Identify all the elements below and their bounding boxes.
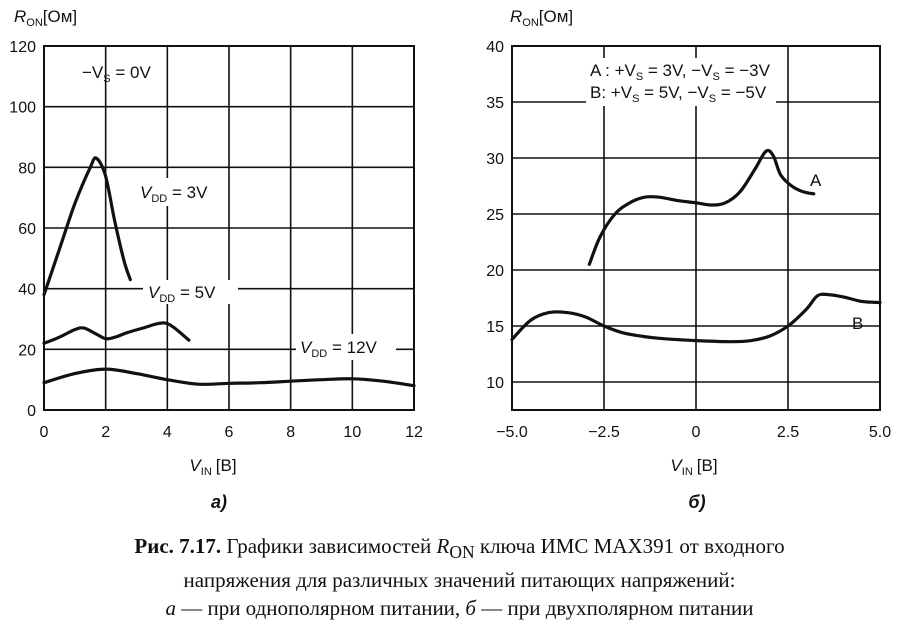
y-tick-label: 0 [27, 403, 36, 420]
chart-a-series-line-2 [42, 367, 416, 388]
caption-line-1-b: ключа ИМС MAX391 от входного [474, 534, 785, 558]
caption-line-3-a: а [165, 596, 176, 621]
y-tick-label: 35 [486, 95, 504, 112]
chart-a-series-label-3v: VDD = 3V [140, 183, 208, 205]
x-tick-label: 12 [405, 424, 423, 441]
caption-line-1-a: Графики зависимостей [221, 534, 437, 558]
chart-a-series-label-5v: VDD = 5V [148, 283, 216, 305]
caption-line-1-r: R [436, 534, 450, 558]
chart-a-series-line-0 [42, 156, 132, 297]
chart-b-frame [511, 45, 881, 411]
chart-a-label-bg-5v [143, 280, 238, 304]
chart-b-tick-labels: −5.0 −2.5 0 2.5 5.0 10 15 20 25 30 35 40 [486, 39, 891, 441]
caption-line-3-c: б [465, 596, 476, 621]
y-tick-label: 15 [486, 319, 504, 336]
x-tick-label: 6 [225, 424, 234, 441]
x-tick-label: 8 [286, 424, 295, 441]
chart-b-series-label-a: A [810, 171, 822, 190]
caption-line-2: напряжения для различных значений питающ… [183, 568, 736, 593]
y-tick-label: 20 [486, 263, 504, 280]
x-tick-label: −5.0 [496, 424, 528, 441]
y-tick-label: 60 [18, 221, 36, 238]
caption-line-3-d: — при двухполярном питании [475, 596, 754, 621]
y-tick-label: 20 [18, 342, 36, 359]
chart-a-series-label-12v: VDD = 12V [300, 338, 378, 360]
chart-b-y-axis-label: RON[Ом] [510, 7, 573, 29]
y-tick-label: 25 [486, 207, 504, 224]
caption-line-1-rsub: ON [449, 542, 475, 563]
figure-caption: Рис. 7.17. Графики зависимостей RON ключ… [0, 532, 919, 622]
chart-b-x-axis-label: VIN [В] [670, 456, 717, 478]
chart-a-grid [44, 46, 414, 410]
chart-a-annotation: −VS = 0V [82, 63, 151, 85]
x-tick-label: 0 [692, 424, 701, 441]
caption-line-3: а — при однополярном питании, б — при дв… [0, 594, 919, 622]
caption-line-1: Рис. 7.17. Графики зависимостей RON ключ… [0, 532, 919, 566]
chart-b-series-line-1 [510, 292, 882, 344]
chart-a-panel-label: a) [211, 492, 227, 512]
chart-b-legend-line-b: B: +VS = 5V, −VS = −5V [590, 83, 767, 105]
chart-a-series-line-1 [42, 321, 191, 345]
y-tick-label: 120 [9, 39, 36, 56]
chart-a-series [42, 156, 416, 388]
y-tick-label: 30 [486, 151, 504, 168]
chart-b-series-line-0 [587, 148, 816, 266]
y-tick-label: 100 [9, 100, 36, 117]
y-tick-label: 40 [486, 39, 504, 56]
x-tick-label: 2.5 [777, 424, 799, 441]
caption-prefix: Рис. 7.17. [134, 534, 222, 558]
chart-a-x-axis-label: VIN [В] [189, 456, 236, 478]
chart-a-label-bg-3v [133, 178, 228, 206]
chart-b-panel-label: б) [688, 492, 705, 512]
y-tick-label: 40 [18, 282, 36, 299]
x-tick-label: 0 [40, 424, 49, 441]
chart-b: −5.0 −2.5 0 2.5 5.0 10 15 20 25 30 35 40 A : +VS = … [486, 7, 891, 512]
chart-a-y-axis-label: RON[Ом] [14, 7, 77, 29]
y-tick-label: 80 [18, 160, 36, 177]
x-tick-label: 5.0 [869, 424, 891, 441]
chart-b-legend-line-a: A : +VS = 3V, −VS = −3V [590, 61, 771, 83]
chart-a-frame [43, 45, 415, 411]
chart-b-series-label-b: B [852, 314, 863, 333]
chart-b-legend-bg [586, 58, 776, 106]
x-tick-label: −2.5 [588, 424, 620, 441]
chart-b-series [510, 148, 882, 344]
y-tick-label: 10 [486, 375, 504, 392]
x-tick-label: 4 [163, 424, 172, 441]
x-tick-label: 2 [101, 424, 110, 441]
x-tick-label: 10 [343, 424, 361, 441]
chart-a-label-bg-12v [296, 334, 396, 360]
caption-line-3-b: — при однополярном питании, [175, 596, 466, 621]
